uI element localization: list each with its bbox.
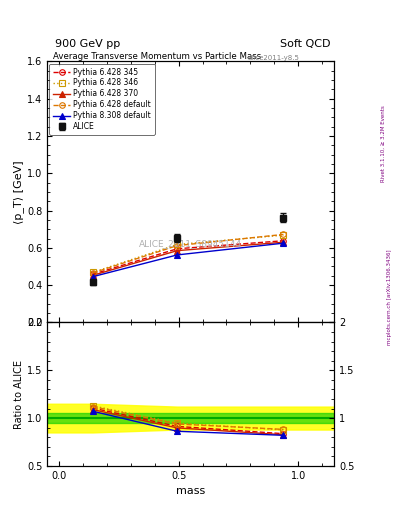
- Pythia 6.428 346: [281, 232, 286, 238]
- Text: alice2011-y8.5: alice2011-y8.5: [248, 55, 300, 61]
- Y-axis label: Ratio to ALICE: Ratio to ALICE: [14, 359, 24, 429]
- Text: ALICE_2011_S8945144: ALICE_2011_S8945144: [139, 240, 242, 249]
- Pythia 8.308 default: [175, 252, 180, 258]
- Line: Pythia 6.428 346: Pythia 6.428 346: [90, 232, 286, 275]
- Text: Soft QCD: Soft QCD: [280, 38, 330, 49]
- Legend: Pythia 6.428 345, Pythia 6.428 346, Pythia 6.428 370, Pythia 6.428 default, Pyth: Pythia 6.428 345, Pythia 6.428 346, Pyth…: [50, 63, 155, 135]
- Line: Pythia 8.308 default: Pythia 8.308 default: [90, 241, 286, 280]
- Text: 900 GeV pp: 900 GeV pp: [55, 38, 120, 49]
- Pythia 6.428 370: [281, 239, 286, 245]
- X-axis label: mass: mass: [176, 486, 205, 496]
- Pythia 6.428 default: [90, 270, 95, 276]
- Pythia 8.308 default: [90, 273, 95, 280]
- Pythia 6.428 345: [281, 238, 286, 244]
- Text: mcplots.cern.ch [arXiv:1306.3436]: mcplots.cern.ch [arXiv:1306.3436]: [387, 249, 391, 345]
- Pythia 6.428 370: [90, 272, 95, 279]
- Pythia 8.308 default: [281, 240, 286, 246]
- Pythia 6.428 default: [281, 231, 286, 238]
- Text: Average Transverse Momentum vs Particle Mass: Average Transverse Momentum vs Particle …: [53, 52, 261, 61]
- Y-axis label: ⟨p_T⟩ [GeV]: ⟨p_T⟩ [GeV]: [13, 160, 24, 224]
- Pythia 6.428 345: [90, 271, 95, 278]
- Text: Rivet 3.1.10, ≥ 3.2M Events: Rivet 3.1.10, ≥ 3.2M Events: [381, 105, 386, 182]
- Line: Pythia 6.428 370: Pythia 6.428 370: [90, 240, 286, 278]
- Pythia 6.428 370: [175, 248, 180, 254]
- Line: Pythia 6.428 default: Pythia 6.428 default: [90, 231, 286, 276]
- Pythia 6.428 346: [175, 242, 180, 248]
- Pythia 6.428 default: [175, 243, 180, 249]
- Pythia 6.428 345: [175, 246, 180, 252]
- Line: Pythia 6.428 345: Pythia 6.428 345: [90, 238, 286, 277]
- Pythia 6.428 346: [90, 269, 95, 275]
